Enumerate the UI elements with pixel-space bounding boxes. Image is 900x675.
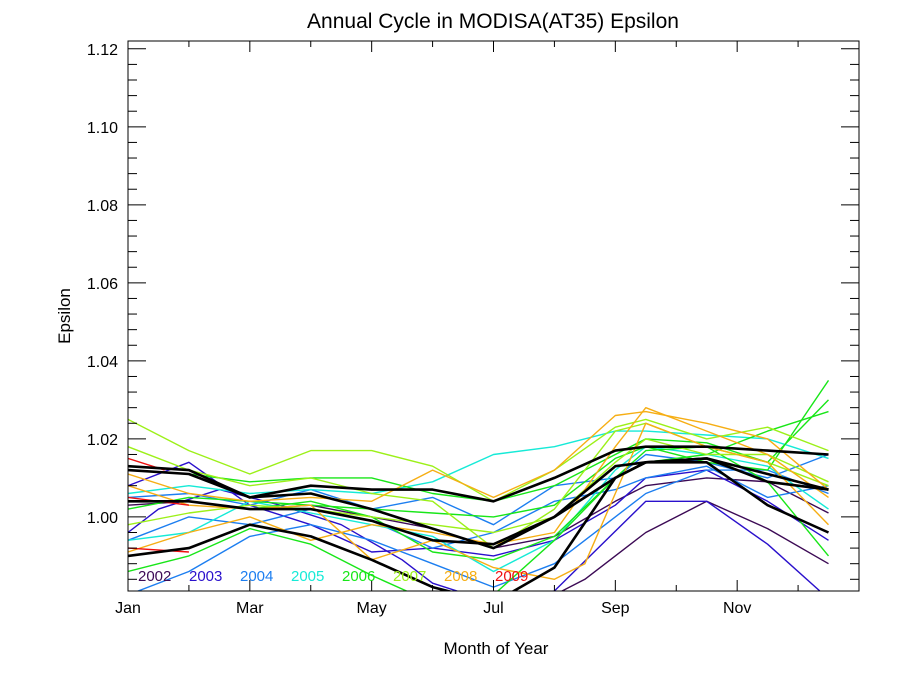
series-line-4 <box>128 488 821 591</box>
x-tick-label: Mar <box>236 600 264 617</box>
y-tick-label: 1.00 <box>87 510 118 527</box>
y-tick-label: 1.08 <box>87 198 118 215</box>
x-tick-label: May <box>357 600 387 617</box>
series-line-26 <box>128 460 830 591</box>
legend-entry-2005: 2005 <box>291 568 324 585</box>
x-tick-label: Jul <box>483 600 503 617</box>
series-line-17 <box>128 410 829 502</box>
legend: 2002 2003 2004 2005 2006 2007 2008 2009 <box>138 568 528 585</box>
series-layer <box>128 380 830 591</box>
series-line-16 <box>128 438 829 534</box>
chart-title: Annual Cycle in MODISA(AT35) Epsilon <box>307 10 679 33</box>
y-tick-label: 1.12 <box>87 42 118 59</box>
legend-entry-2002: 2002 <box>138 568 171 585</box>
legend-entry-2003: 2003 <box>189 568 222 585</box>
series-line-22 <box>128 547 189 553</box>
y-tick-label: 1.04 <box>87 354 118 371</box>
legend-entry-2009: 2009 <box>495 568 528 585</box>
series-line-15 <box>128 422 829 549</box>
legend-entry-2004: 2004 <box>240 568 273 585</box>
legend-entry-2006: 2006 <box>342 568 375 585</box>
series-line-24 <box>128 457 829 550</box>
x-tick-label: Jan <box>115 600 141 617</box>
legend-entry-2007: 2007 <box>393 568 426 585</box>
series-line-8 <box>128 430 829 495</box>
x-axis-label: Month of Year <box>444 639 549 658</box>
y-tick-label: 1.06 <box>87 276 118 293</box>
series-line-1 <box>560 500 829 591</box>
y-tick-label: 1.02 <box>87 432 118 449</box>
legend-entry-2008: 2008 <box>444 568 477 585</box>
y-axis-label: Epsilon <box>55 288 74 344</box>
y-tick-label: 1.10 <box>87 120 118 137</box>
x-tick-label: Sep <box>601 600 630 617</box>
series-line-25 <box>128 457 829 546</box>
axis-layer: Jan Mar May Jul Sep Nov 1.00 1.02 1.04 1.06 1.08 1.… <box>87 41 859 617</box>
x-tick-label: Nov <box>723 600 751 617</box>
